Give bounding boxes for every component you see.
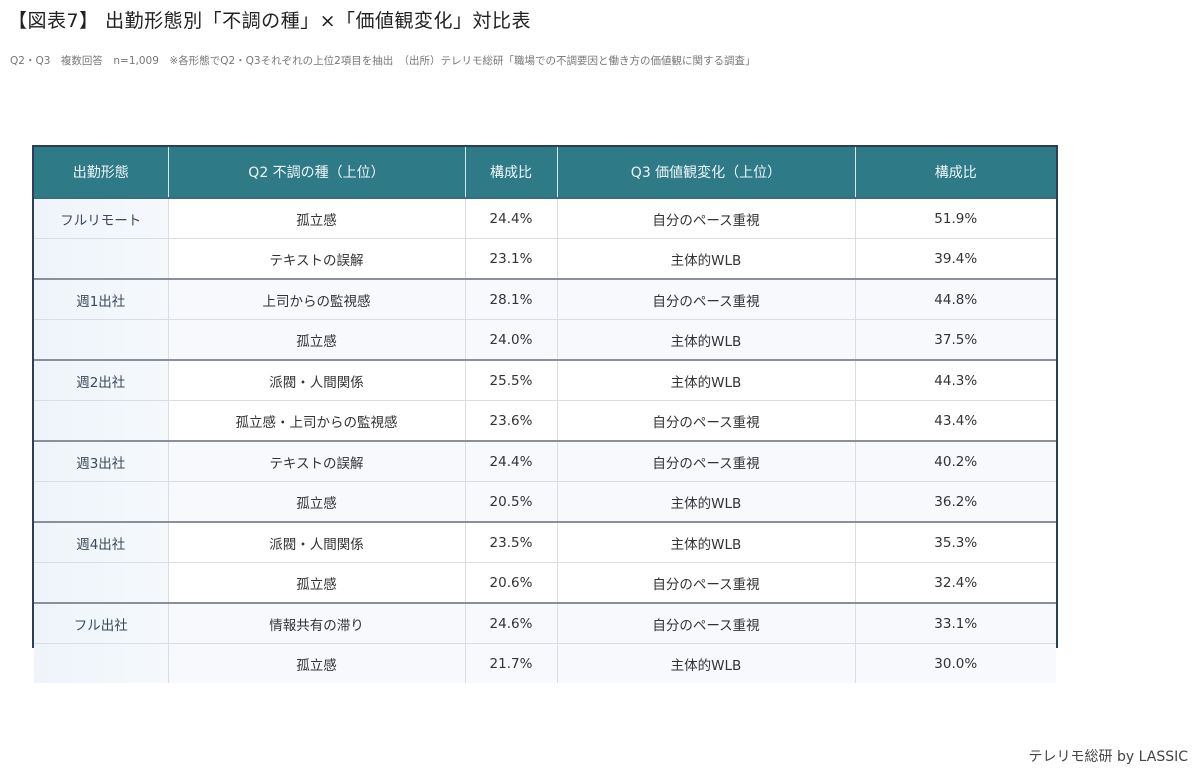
work-style-cell: 週2出社 bbox=[34, 360, 169, 401]
table-row: フルリモート 孤立感 24.4% 自分のペース重視 51.9% bbox=[34, 198, 1056, 239]
page-title: 【図表7】 出勤形態別「不調の種」×「価値観変化」対比表 bbox=[8, 10, 532, 32]
q2-item-cell: 情報共有の滞り bbox=[168, 603, 466, 644]
subtitle-note: Q2・Q3 複数回答 n=1,009 ※各形態でQ2・Q3それぞれの上位2項目を… bbox=[10, 55, 756, 67]
q3-item-cell: 自分のペース重視 bbox=[557, 198, 856, 239]
q3-item-cell: 主体的WLB bbox=[557, 643, 856, 683]
q3-pct-cell: 39.4% bbox=[855, 238, 1056, 280]
q3-pct-cell: 33.1% bbox=[855, 603, 1056, 644]
comparison-table: 出勤形態 Q2 不調の種（上位） 構成比 Q3 価値観変化（上位） 構成比 フル… bbox=[32, 145, 1058, 683]
q2-item-cell: 孤立感・上司からの監視感 bbox=[168, 400, 466, 442]
work-style-cell bbox=[34, 562, 169, 604]
table-row: フル出社 情報共有の滞り 24.6% 自分のペース重視 33.1% bbox=[34, 603, 1056, 644]
q2-pct-cell: 24.4% bbox=[465, 198, 558, 239]
q2-item-cell: 孤立感 bbox=[168, 643, 466, 683]
q2-pct-cell: 28.1% bbox=[465, 279, 558, 320]
q3-pct-cell: 35.3% bbox=[855, 522, 1056, 563]
q2-pct-cell: 23.1% bbox=[465, 238, 558, 280]
q2-pct-cell: 21.7% bbox=[465, 643, 558, 683]
header-q3: Q3 価値観変化（上位） bbox=[557, 147, 856, 199]
table-header-row: 出勤形態 Q2 不調の種（上位） 構成比 Q3 価値観変化（上位） 構成比 bbox=[34, 147, 1056, 199]
table-row: 孤立感 20.6% 自分のペース重視 32.4% bbox=[34, 562, 1056, 604]
q2-pct-cell: 23.6% bbox=[465, 400, 558, 442]
q3-item-cell: 自分のペース重視 bbox=[557, 562, 856, 604]
q2-item-cell: 派閥・人間関係 bbox=[168, 360, 466, 401]
q2-pct-cell: 25.5% bbox=[465, 360, 558, 401]
q2-item-cell: 孤立感 bbox=[168, 481, 466, 523]
q2-pct-cell: 20.6% bbox=[465, 562, 558, 604]
header-q2-pct: 構成比 bbox=[465, 147, 558, 199]
work-style-cell bbox=[34, 238, 169, 280]
q3-pct-cell: 37.5% bbox=[855, 319, 1056, 361]
header-q2: Q2 不調の種（上位） bbox=[168, 147, 466, 199]
work-style-cell bbox=[34, 319, 169, 361]
q2-pct-cell: 24.4% bbox=[465, 441, 558, 482]
q2-item-cell: テキストの誤解 bbox=[168, 441, 466, 482]
q2-item-cell: 上司からの監視感 bbox=[168, 279, 466, 320]
work-style-cell: フルリモート bbox=[34, 198, 169, 239]
table-row: 週2出社 派閥・人間関係 25.5% 主体的WLB 44.3% bbox=[34, 360, 1056, 401]
q3-item-cell: 自分のペース重視 bbox=[557, 279, 856, 320]
q2-pct-cell: 20.5% bbox=[465, 481, 558, 523]
q2-item-cell: 孤立感 bbox=[168, 562, 466, 604]
q2-item-cell: 派閥・人間関係 bbox=[168, 522, 466, 563]
header-work-style: 出勤形態 bbox=[34, 147, 169, 199]
q2-pct-cell: 23.5% bbox=[465, 522, 558, 563]
table-row: 孤立感 20.5% 主体的WLB 36.2% bbox=[34, 481, 1056, 523]
q3-pct-cell: 44.3% bbox=[855, 360, 1056, 401]
table-row: 孤立感 24.0% 主体的WLB 37.5% bbox=[34, 319, 1056, 361]
q3-item-cell: 自分のペース重視 bbox=[557, 400, 856, 442]
q3-item-cell: 主体的WLB bbox=[557, 319, 856, 361]
table-row: 孤立感 21.7% 主体的WLB 30.0% bbox=[34, 643, 1056, 683]
work-style-cell: 週3出社 bbox=[34, 441, 169, 482]
work-style-cell: 週1出社 bbox=[34, 279, 169, 320]
work-style-cell: 週4出社 bbox=[34, 522, 169, 563]
q3-item-cell: 自分のペース重視 bbox=[557, 441, 856, 482]
table-row: テキストの誤解 23.1% 主体的WLB 39.4% bbox=[34, 238, 1056, 280]
q2-item-cell: 孤立感 bbox=[168, 198, 466, 239]
q2-pct-cell: 24.0% bbox=[465, 319, 558, 361]
table-row: 週3出社 テキストの誤解 24.4% 自分のペース重視 40.2% bbox=[34, 441, 1056, 482]
header-q3-pct: 構成比 bbox=[855, 147, 1056, 199]
brand-footer: テレリモ総研 by LASSIC bbox=[1028, 749, 1188, 765]
work-style-cell bbox=[34, 643, 169, 683]
q3-item-cell: 主体的WLB bbox=[557, 360, 856, 401]
q3-pct-cell: 36.2% bbox=[855, 481, 1056, 523]
q2-item-cell: 孤立感 bbox=[168, 319, 466, 361]
q3-pct-cell: 30.0% bbox=[855, 643, 1056, 683]
work-style-cell bbox=[34, 400, 169, 442]
table-row: 週4出社 派閥・人間関係 23.5% 主体的WLB 35.3% bbox=[34, 522, 1056, 563]
q2-item-cell: テキストの誤解 bbox=[168, 238, 466, 280]
q3-pct-cell: 43.4% bbox=[855, 400, 1056, 442]
q3-item-cell: 主体的WLB bbox=[557, 238, 856, 280]
table-row: 週1出社 上司からの監視感 28.1% 自分のペース重視 44.8% bbox=[34, 279, 1056, 320]
q3-pct-cell: 40.2% bbox=[855, 441, 1056, 482]
table-row: 孤立感・上司からの監視感 23.6% 自分のペース重視 43.4% bbox=[34, 400, 1056, 442]
q3-pct-cell: 51.9% bbox=[855, 198, 1056, 239]
q2-pct-cell: 24.6% bbox=[465, 603, 558, 644]
work-style-cell: フル出社 bbox=[34, 603, 169, 644]
work-style-cell bbox=[34, 481, 169, 523]
q3-pct-cell: 32.4% bbox=[855, 562, 1056, 604]
q3-item-cell: 自分のペース重視 bbox=[557, 603, 856, 644]
q3-pct-cell: 44.8% bbox=[855, 279, 1056, 320]
q3-item-cell: 主体的WLB bbox=[557, 522, 856, 563]
q3-item-cell: 主体的WLB bbox=[557, 481, 856, 523]
